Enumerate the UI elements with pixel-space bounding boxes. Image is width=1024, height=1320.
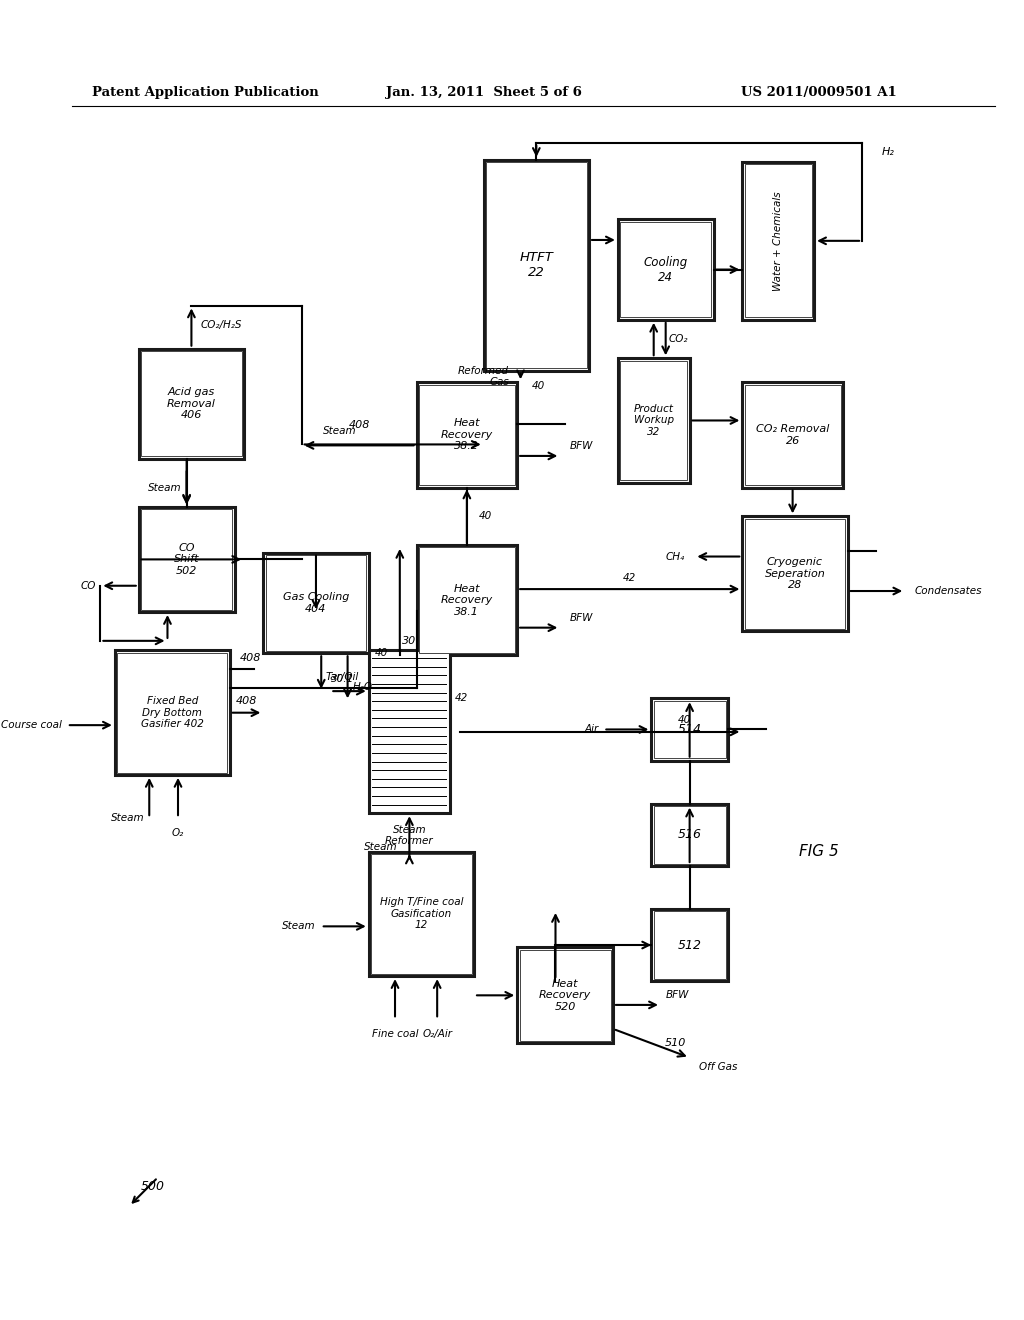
Bar (486, 162, 587, 368)
Text: 408: 408 (348, 420, 370, 430)
Text: 512: 512 (678, 939, 701, 952)
Text: 42: 42 (455, 693, 468, 704)
Bar (371, 854, 472, 974)
Text: Off Gas: Off Gas (699, 1063, 737, 1072)
Text: FIG 5: FIG 5 (799, 843, 839, 859)
Bar (744, 164, 812, 318)
Text: Heat
Recovery
520: Heat Recovery 520 (539, 978, 591, 1012)
Text: CO
Shift
502: CO Shift 502 (174, 543, 200, 576)
Text: 30.1: 30.1 (331, 675, 354, 684)
Text: Cooling
24: Cooling 24 (643, 256, 688, 284)
Text: 408: 408 (236, 696, 257, 706)
Bar (519, 950, 610, 1041)
Bar (369, 851, 474, 977)
Text: Water + Chemicals: Water + Chemicals (773, 191, 783, 290)
Bar (138, 507, 234, 612)
Bar (621, 222, 712, 318)
Text: 500: 500 (141, 1180, 165, 1193)
Bar (744, 384, 841, 486)
Text: Patent Application Publication: Patent Application Publication (92, 86, 319, 99)
Text: Heat
Recovery
38.2: Heat Recovery 38.2 (440, 418, 493, 451)
Bar (744, 519, 846, 628)
Text: Product
Workup
32: Product Workup 32 (634, 404, 674, 437)
Text: H₂: H₂ (882, 148, 894, 157)
Bar (617, 219, 714, 319)
Text: Acid gas
Removal
406: Acid gas Removal 406 (167, 387, 216, 420)
Text: CO₂/H₂S: CO₂/H₂S (201, 319, 243, 330)
Text: Gas Cooling
404: Gas Cooling 404 (283, 593, 349, 614)
Bar (141, 351, 242, 457)
Bar (517, 948, 613, 1043)
Text: Fine coal: Fine coal (372, 1028, 418, 1039)
Bar (263, 553, 369, 653)
Bar (742, 383, 843, 487)
Bar (653, 807, 726, 863)
Text: HTFT
22: HTFT 22 (519, 251, 553, 280)
Text: BFW: BFW (666, 990, 689, 1001)
Bar (115, 651, 229, 775)
Text: 516: 516 (678, 829, 701, 841)
Text: High T/Fine coal
Gasification
12: High T/Fine coal Gasification 12 (380, 898, 463, 931)
Bar (621, 360, 687, 480)
Text: Steam: Steam (148, 483, 182, 492)
Text: 40: 40 (678, 715, 691, 726)
Bar (117, 653, 227, 772)
Text: Heat
Recovery
38.1: Heat Recovery 38.1 (440, 583, 493, 616)
Text: H₂O: H₂O (352, 682, 373, 692)
Bar (653, 912, 726, 978)
Text: 30: 30 (402, 636, 417, 645)
Bar (651, 804, 728, 866)
Bar (742, 162, 814, 319)
Bar (651, 909, 728, 981)
Text: CO: CO (80, 581, 95, 591)
Text: Jan. 13, 2011  Sheet 5 of 6: Jan. 13, 2011 Sheet 5 of 6 (386, 86, 582, 99)
Text: Steam: Steam (365, 842, 398, 851)
Text: 40: 40 (532, 381, 545, 391)
Text: US 2011/0009501 A1: US 2011/0009501 A1 (741, 86, 897, 99)
Text: Tar/Oil: Tar/Oil (326, 672, 359, 682)
Bar (651, 698, 728, 760)
Text: Course coal: Course coal (1, 721, 62, 730)
Bar (265, 556, 367, 651)
Text: Steam: Steam (324, 426, 356, 436)
Text: Cryogenic
Seperation
28: Cryogenic Seperation 28 (765, 557, 825, 590)
Text: 42: 42 (624, 573, 636, 582)
Text: CH₄: CH₄ (666, 552, 685, 561)
Bar (653, 701, 726, 758)
Text: 510: 510 (665, 1039, 686, 1048)
Text: Steam
Reformer: Steam Reformer (385, 825, 434, 846)
Bar (138, 348, 244, 459)
Bar (417, 545, 517, 655)
Bar (617, 358, 689, 483)
Bar (141, 510, 232, 610)
Bar (483, 160, 589, 371)
Text: CO₂: CO₂ (668, 334, 687, 345)
Text: O₂/Air: O₂/Air (422, 1028, 453, 1039)
Text: Reformed
Gas: Reformed Gas (458, 366, 509, 387)
Text: 514: 514 (678, 723, 701, 737)
Text: O₂: O₂ (172, 828, 184, 838)
Text: Fixed Bed
Dry Bottom
Gasifier 402: Fixed Bed Dry Bottom Gasifier 402 (141, 696, 204, 729)
Text: 40: 40 (478, 511, 492, 521)
Text: BFW: BFW (570, 441, 593, 451)
Bar (417, 383, 517, 487)
Text: Steam: Steam (111, 813, 144, 824)
Bar (419, 384, 515, 486)
Bar (419, 548, 515, 653)
Text: 408: 408 (240, 652, 261, 663)
Text: Air: Air (585, 725, 599, 734)
Text: CO₂ Removal
26: CO₂ Removal 26 (756, 424, 829, 446)
Text: BFW: BFW (570, 612, 593, 623)
Text: 40: 40 (375, 648, 388, 657)
Bar (742, 516, 848, 631)
Text: Condensates: Condensates (914, 586, 982, 597)
Text: Steam: Steam (283, 921, 316, 932)
Bar (369, 651, 451, 813)
